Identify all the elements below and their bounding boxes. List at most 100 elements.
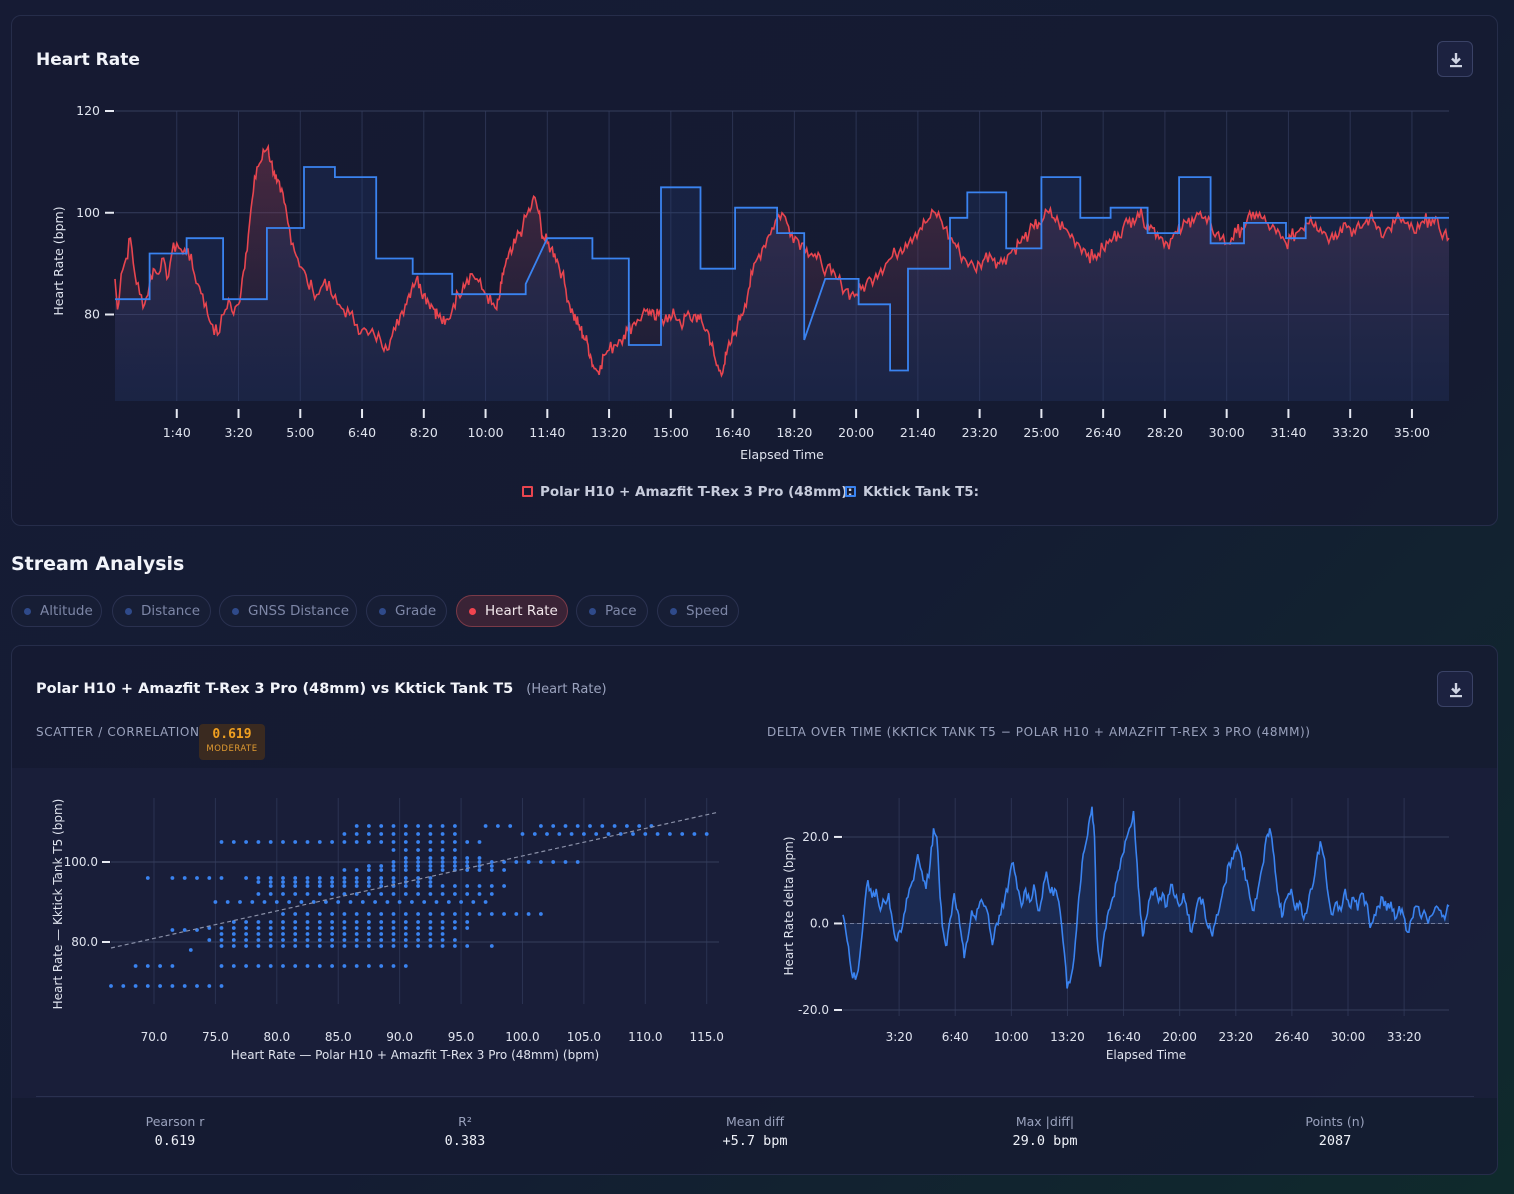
scatter-point — [268, 964, 273, 968]
scatter-point — [539, 912, 543, 916]
scatter-point — [453, 938, 457, 942]
x-tick-label: 16:40 — [1106, 1030, 1141, 1044]
heart-rate-card: Heart Rate 1:40 3:20 5:00 6:40 8:20 10:00 11:4… — [11, 15, 1498, 526]
tab-distance[interactable]: Distance — [112, 595, 211, 627]
series-area-polar — [115, 146, 1449, 401]
scatter-point — [207, 876, 212, 880]
scatter-point — [256, 920, 261, 924]
x-tick-label: 5:00 — [286, 425, 314, 440]
scatter-point — [502, 912, 506, 916]
y-tick-label: 80 — [84, 307, 100, 322]
y-tick-label: 20.0 — [802, 830, 829, 844]
status-dot — [24, 608, 31, 615]
scatter-point — [256, 964, 261, 968]
scatter-point — [440, 840, 445, 844]
scatter-point — [354, 868, 359, 872]
scatter-point — [416, 848, 420, 852]
scatter-point — [207, 926, 212, 930]
scatter-point — [293, 938, 298, 942]
scatter-point — [403, 926, 408, 930]
stat-name: Max |diff| — [1015, 1114, 1075, 1129]
x-tick-label: 26:40 — [1085, 425, 1121, 440]
legend-item-polar[interactable]: Polar H10 + Amazfit T-Rex 3 Pro (48mm): — [522, 484, 853, 500]
scatter-point — [188, 948, 193, 952]
scatter-point — [489, 912, 494, 916]
legend-item-kktick[interactable]: Kktick Tank T5: — [845, 484, 979, 500]
legend-label: Polar H10 + Amazfit T-Rex 3 Pro (48mm): — [540, 484, 853, 500]
scatter-point — [403, 856, 408, 860]
scatter-point — [453, 892, 457, 896]
stat-value: 2087 — [1318, 1133, 1352, 1149]
x-tick-label: 110.0 — [628, 1030, 662, 1044]
scatter-point — [256, 932, 261, 936]
scatter-point — [379, 884, 384, 888]
scatter-point — [563, 824, 568, 828]
x-tick-label: 100.0 — [505, 1030, 539, 1044]
scatter-point — [256, 944, 261, 948]
scatter-point — [244, 938, 249, 942]
scatter-point — [268, 920, 273, 924]
tab-altitude[interactable]: Altitude — [11, 595, 102, 627]
scatter-point — [403, 932, 408, 936]
scatter-point — [379, 864, 384, 868]
y-tick-label: 100 — [76, 205, 100, 220]
scatter-point — [379, 868, 384, 872]
scatter-point — [354, 964, 359, 968]
scatter-point — [354, 840, 359, 844]
download-button[interactable] — [1437, 41, 1473, 77]
download-button[interactable] — [1437, 671, 1473, 707]
scatter-point — [391, 876, 396, 880]
scatter-point — [440, 912, 445, 916]
scatter-point — [336, 900, 341, 904]
scatter-point — [281, 932, 285, 936]
scatter-point — [244, 932, 249, 936]
scatter-point — [182, 876, 187, 880]
scatter-point — [305, 926, 310, 930]
scatter-point — [238, 900, 242, 904]
scatter-point — [391, 944, 396, 948]
scatter-point — [416, 860, 420, 864]
legend-swatch — [845, 486, 856, 497]
scatter-point — [483, 824, 488, 828]
scatter-point — [281, 876, 285, 880]
scatter-point — [416, 864, 420, 868]
scatter-point — [489, 868, 494, 872]
stat-name: Pearson r — [145, 1114, 205, 1129]
tab-grade[interactable]: Grade — [366, 595, 447, 627]
scatter-point — [330, 892, 334, 896]
tab-label: GNSS Distance — [248, 603, 350, 619]
scatter-point — [403, 944, 408, 948]
scatter-point — [403, 848, 408, 852]
scatter-point — [453, 856, 457, 860]
scatter-point — [330, 926, 334, 930]
scatter-point — [268, 892, 273, 896]
x-axis-label: Elapsed Time — [740, 447, 824, 462]
x-tick-label: 105.0 — [567, 1030, 601, 1044]
x-tick-label: 33:20 — [1387, 1030, 1422, 1044]
scatter-point — [281, 880, 285, 884]
tab-heart-rate[interactable]: Heart Rate — [456, 595, 568, 627]
scatter-point — [379, 912, 384, 916]
x-tick-label: 6:40 — [348, 425, 376, 440]
scatter-point — [293, 892, 298, 896]
y-tick-label: 120 — [76, 103, 100, 118]
tab-gnss-distance[interactable]: GNSS Distance — [219, 595, 357, 627]
scatter-point — [305, 932, 310, 936]
scatter-point — [416, 856, 420, 860]
scatter-point — [342, 964, 347, 968]
comparison-charts: 70.0 75.0 80.0 85.0 90.0 95.0 100.0 105.0 110.0 1… — [51, 798, 1450, 1062]
scatter-point — [305, 876, 310, 880]
scatter-point — [367, 944, 371, 948]
scatter-point — [367, 832, 371, 836]
tab-pace[interactable]: Pace — [576, 595, 648, 627]
scatter-point — [643, 832, 648, 836]
scatter-point — [440, 920, 445, 924]
scatter-point — [354, 926, 359, 930]
scatter-point — [293, 964, 298, 968]
card-title: Heart Rate — [36, 50, 140, 70]
scatter-point — [342, 892, 347, 896]
tab-speed[interactable]: Speed — [657, 595, 739, 627]
scatter-point — [637, 824, 642, 828]
scatter-point — [440, 824, 445, 828]
scatter-point — [428, 912, 433, 916]
